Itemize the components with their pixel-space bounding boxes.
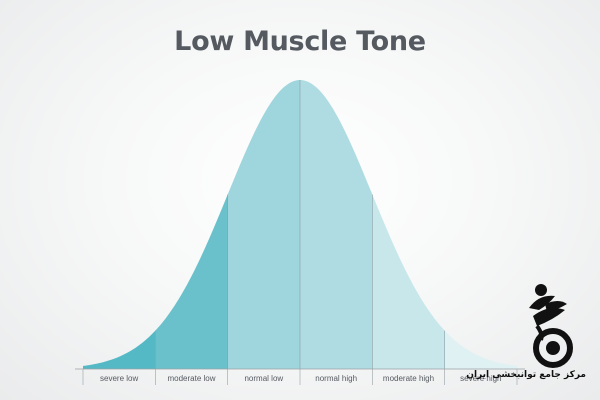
- segment-severe-low: [83, 80, 156, 369]
- segment-severe-high: [444, 80, 517, 369]
- segment-label: moderate low: [167, 374, 215, 383]
- segment-label: severe low: [100, 374, 138, 383]
- segment-label: moderate high: [383, 374, 434, 383]
- segment-moderate-low: [155, 80, 229, 369]
- segment-label: severe high: [460, 374, 501, 383]
- segment-normal-high: [300, 80, 373, 369]
- segment-normal-low: [227, 80, 301, 369]
- segment-label: normal high: [315, 374, 357, 383]
- segment-label: normal low: [244, 374, 283, 383]
- logo-icon: [515, 282, 585, 392]
- page-title: Low Muscle Tone: [174, 26, 426, 57]
- logo-text: مرکز جامع توانبخشی ایران: [466, 370, 586, 380]
- segment-moderate-high: [372, 80, 446, 369]
